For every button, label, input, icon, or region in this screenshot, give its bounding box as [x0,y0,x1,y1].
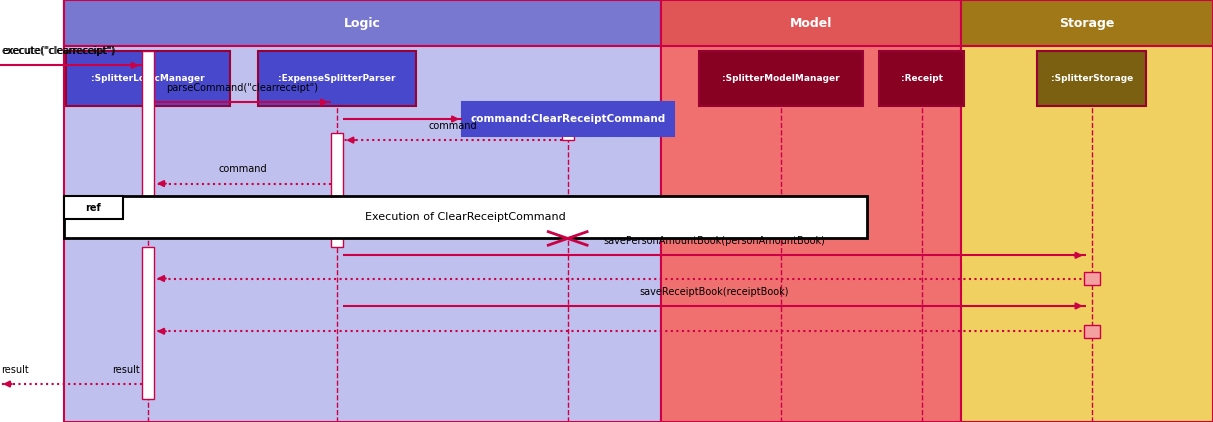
Text: :Receipt: :Receipt [901,73,943,83]
Text: Logic: Logic [344,17,381,30]
Text: result: result [112,365,139,375]
Text: saveReceiptBook(receiptBook): saveReceiptBook(receiptBook) [639,287,790,297]
Text: ref: ref [86,203,101,213]
Bar [661,0,961,46]
Text: :SplitterModelManager: :SplitterModelManager [723,73,839,83]
Text: Storage: Storage [1059,17,1115,30]
Bar [961,0,1213,46]
Bar [64,0,661,422]
Text: savePersonAmountBook(personAmountBook): savePersonAmountBook(personAmountBook) [604,236,825,246]
Text: Model: Model [790,17,832,30]
Bar [64,0,661,46]
Text: execute("clearreceipt"): execute("clearreceipt") [2,46,116,56]
Bar [699,51,864,106]
Bar [879,51,964,106]
Text: result: result [1,365,29,375]
Bar [258,51,416,106]
Text: command: command [428,121,477,131]
Text: :SplitterLogicManager: :SplitterLogicManager [91,73,205,83]
Text: :ExpenseSplitterParser: :ExpenseSplitterParser [279,73,395,83]
Bar [66,51,230,106]
Text: :SplitterStorage: :SplitterStorage [1050,73,1133,83]
Bar [1084,325,1100,338]
Text: parseCommand("clearreceipt"): parseCommand("clearreceipt") [166,83,319,93]
Bar [331,133,343,247]
Text: command: command [218,164,267,174]
Bar [661,0,961,422]
Bar [64,196,867,238]
Bar [1037,51,1146,106]
Bar [64,196,123,219]
Text: command:ClearReceiptCommand: command:ClearReceiptCommand [471,114,665,124]
Bar [142,51,154,211]
Bar [462,102,674,136]
Bar [1084,272,1100,285]
Text: Execution of ClearReceiptCommand: Execution of ClearReceiptCommand [365,212,566,222]
Bar [142,247,154,399]
Bar [562,102,574,140]
Text: execute("clearreceipt"): execute("clearreceipt") [1,46,115,56]
Bar [961,0,1213,422]
